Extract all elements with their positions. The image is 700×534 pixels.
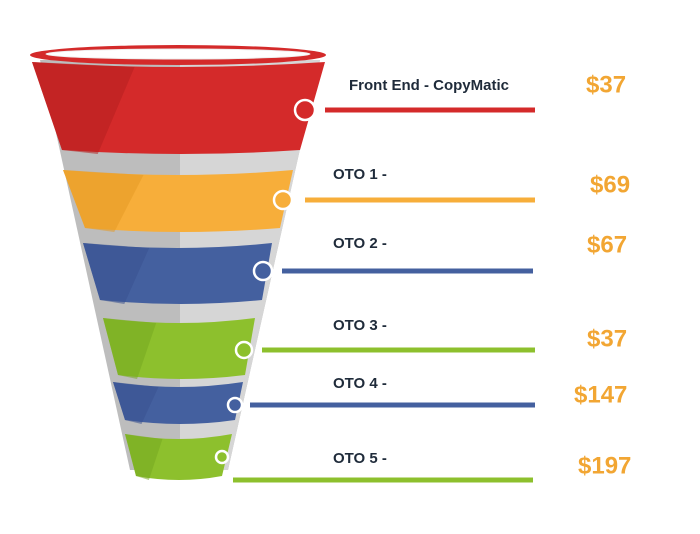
stage-label: OTO 1 - [333, 166, 387, 183]
stage-shade [63, 170, 144, 232]
stage-shade [103, 318, 157, 379]
funnel-stage: OTO 4 - $147 [113, 375, 627, 424]
stage-shade [125, 434, 163, 480]
connector-dot [252, 260, 274, 282]
stage-shade [32, 62, 135, 154]
stage-label: OTO 2 - [333, 235, 387, 252]
stage-price: $197 [578, 452, 631, 479]
stage-price: $147 [574, 381, 627, 408]
connector-dot [293, 98, 317, 122]
funnel-rim-inner [45, 48, 311, 60]
funnel-stage: OTO 3 - $37 [103, 317, 627, 379]
stage-shade [113, 382, 159, 424]
stage-label: OTO 3 - [333, 317, 387, 334]
stage-label: OTO 5 - [333, 450, 387, 467]
connector-dot [272, 189, 294, 211]
stage-label: Front End - CopyMatic [349, 77, 509, 94]
connector-dot [226, 396, 244, 414]
funnel-stage: OTO 1 - $69 [63, 166, 630, 232]
stage-price: $69 [590, 171, 630, 198]
connector-dot [234, 340, 254, 360]
funnel-stage: OTO 2 - $67 [83, 231, 627, 304]
stage-price: $37 [586, 71, 626, 98]
connector-dot [214, 449, 230, 465]
stage-price: $37 [587, 325, 627, 352]
stage-label: OTO 4 - [333, 375, 387, 392]
funnel-stage: OTO 5 - $197 [125, 434, 631, 483]
stage-shade [83, 243, 150, 304]
stage-price: $67 [587, 231, 627, 258]
funnel-stage: Front End - CopyMatic $37 [30, 45, 626, 154]
